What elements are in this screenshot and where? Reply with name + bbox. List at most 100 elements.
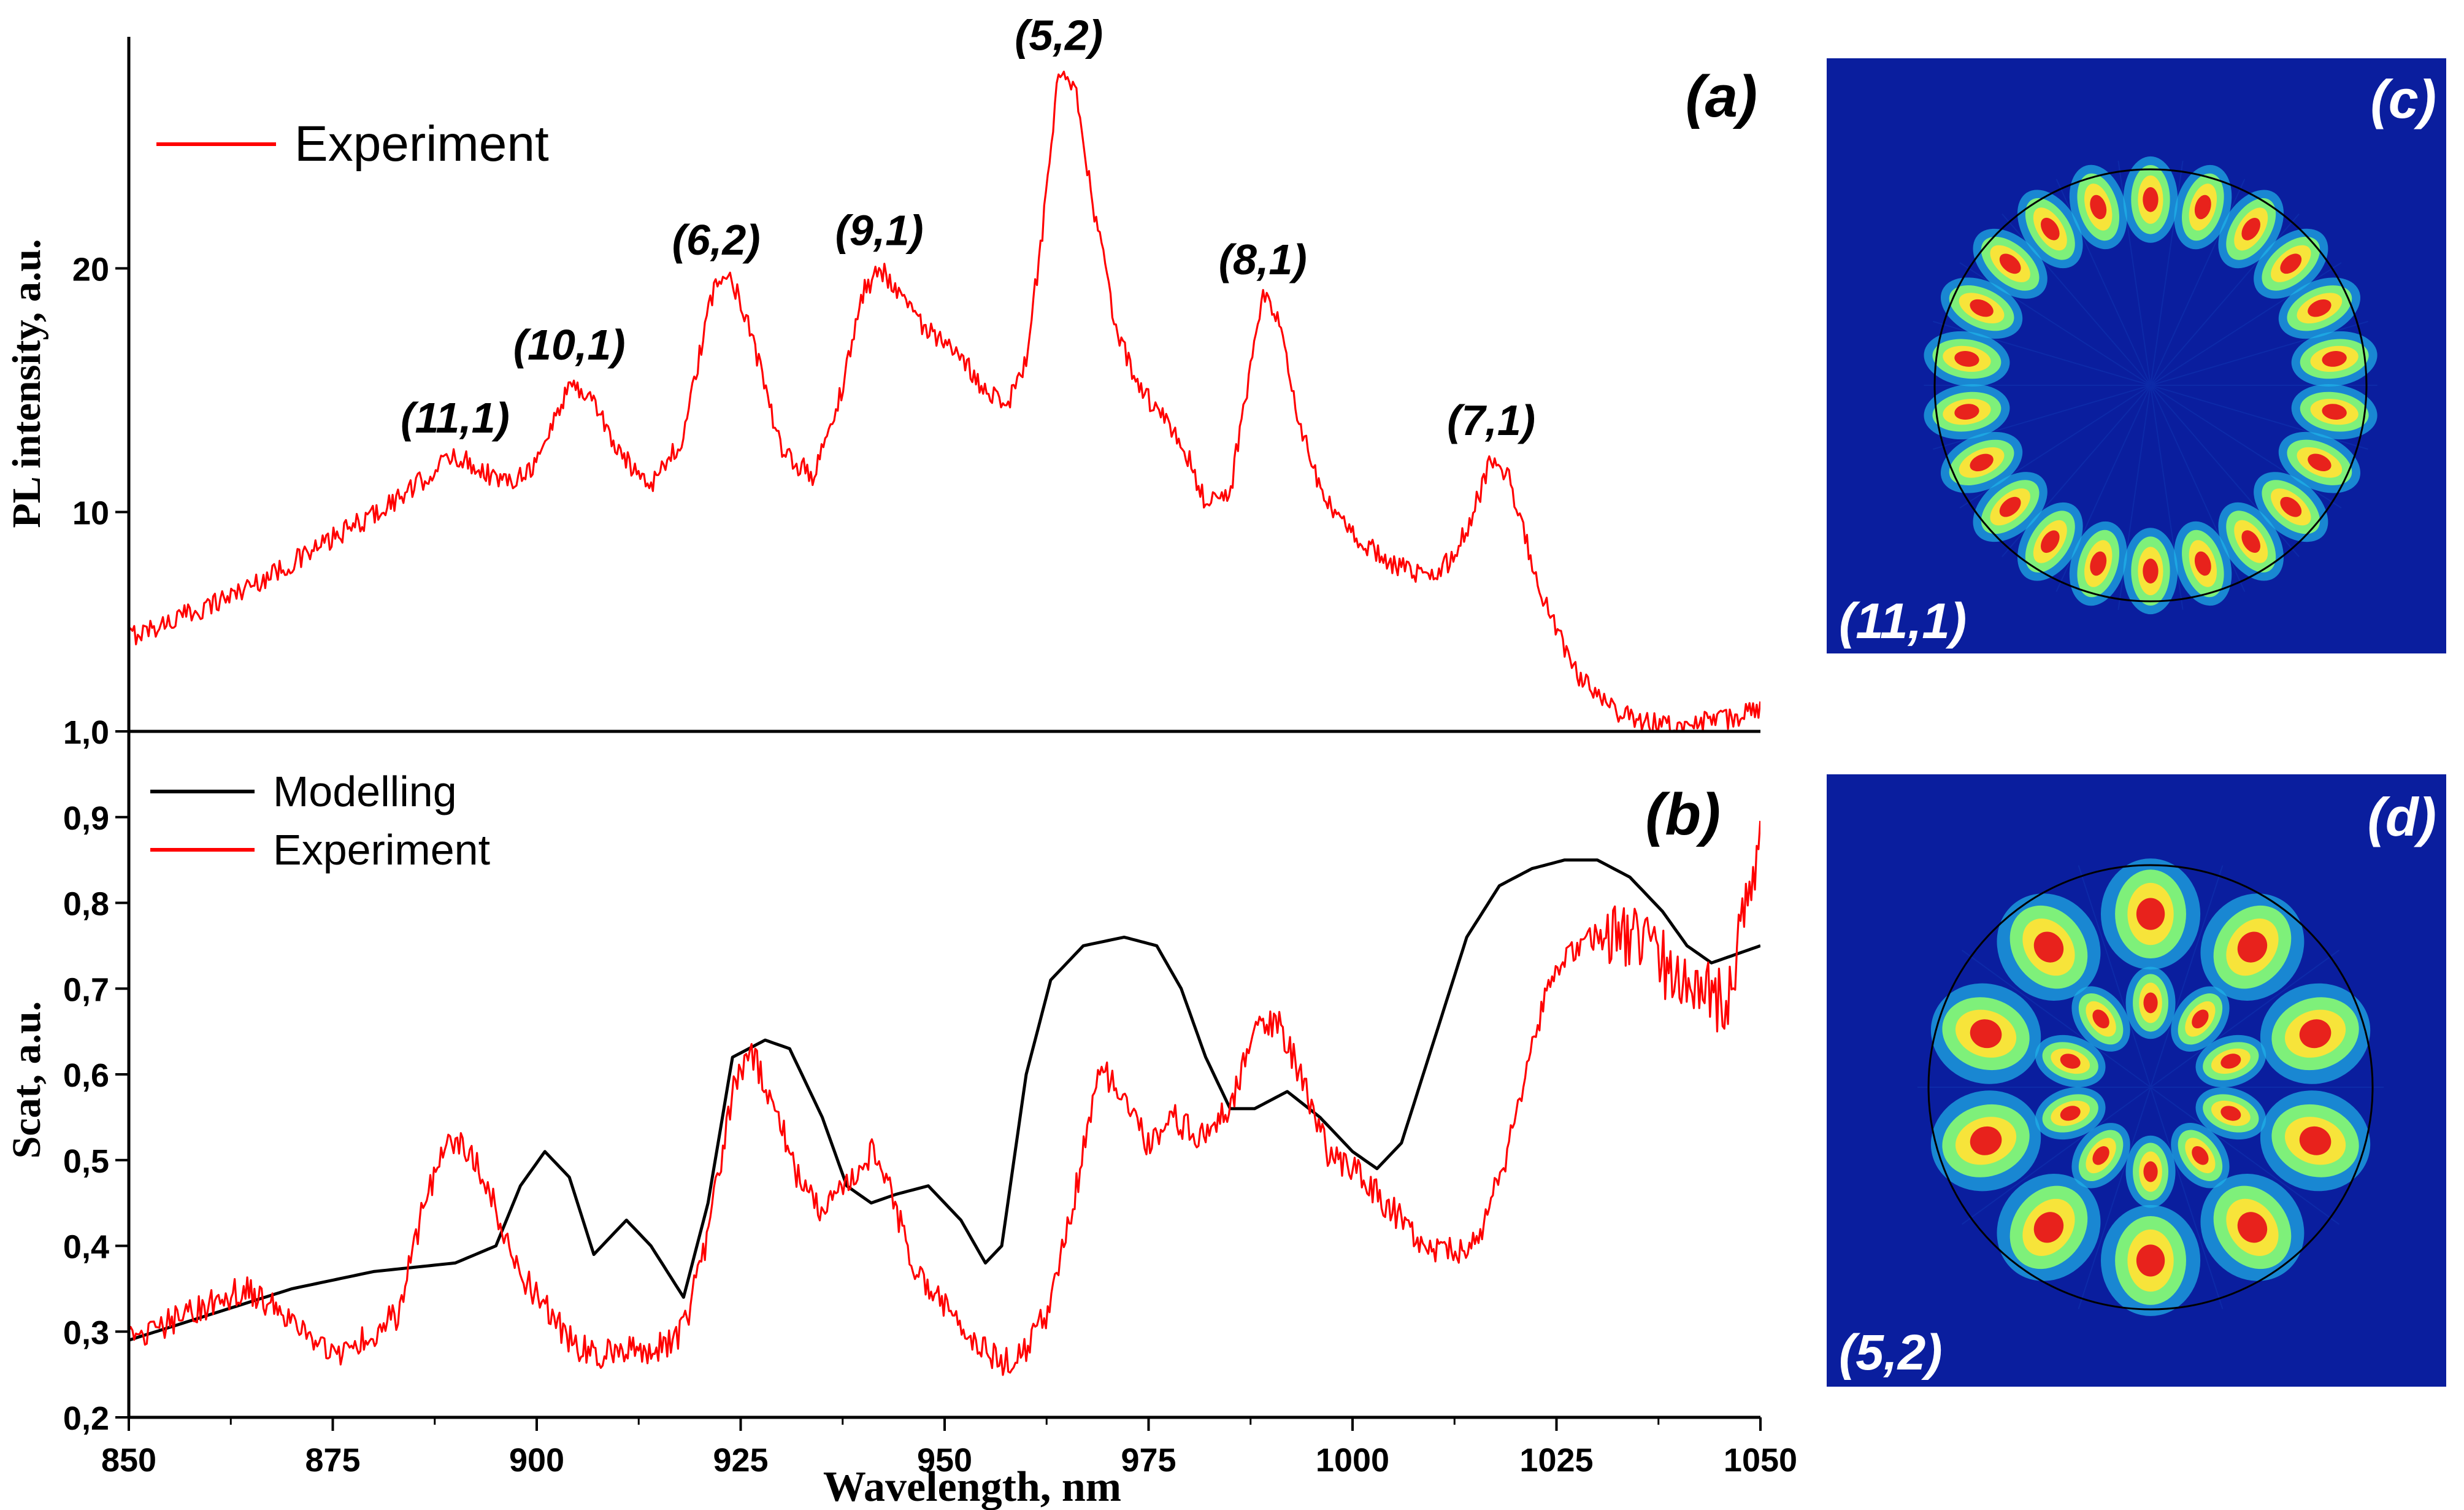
field-lobe-peak (2143, 992, 2158, 1014)
legend-a: Experiment (156, 116, 549, 172)
y-tick-label-b: 0,4 (63, 1229, 109, 1266)
y-tick-label-b: 0,7 (63, 971, 109, 1008)
field-lobe-peak (2060, 1106, 2081, 1121)
field-lobe-peak (1954, 351, 1979, 367)
field-lobe-peak (2308, 299, 2332, 317)
legend-label-experiment-b: Experiment (273, 826, 490, 874)
peak-annotations: (11,1)(10,1) (6,2) (9,1) (5,2) (8,1) (7,1) (401, 12, 1535, 445)
field-lobe-peak (2136, 1244, 2165, 1277)
y-axis-title-b: Scat, a.u. (4, 1001, 49, 1159)
legend-b: Modelling Experiment (150, 768, 490, 874)
y-tick-label-b: 0,8 (63, 886, 109, 923)
field-lobe-peak (1970, 453, 1994, 472)
field-lobe-peak (2280, 253, 2302, 274)
field-lobe-peak (2308, 453, 2332, 472)
field-node-line (1961, 1087, 2151, 1225)
field-node-line (1961, 949, 2151, 1088)
y-tick-label-a: 20 (72, 251, 109, 288)
field-node-line (2078, 865, 2151, 1088)
field-lobe-peak (2033, 1212, 2064, 1243)
field-lobe-peak (1970, 299, 1994, 317)
peak-label: (5,2) (1015, 12, 1103, 60)
field-lobe-peak (1970, 1126, 2002, 1155)
field-lobe-peak (2041, 530, 2060, 553)
x-tick-label-b: 900 (509, 1442, 564, 1479)
x-tick-label-b: 1050 (1724, 1442, 1797, 1479)
field-lobe-peak (2322, 404, 2347, 420)
y-tick-label-b: 0,3 (63, 1314, 109, 1351)
field-lobe-peak (2322, 351, 2347, 367)
peak-label: (7,1) (1447, 396, 1535, 444)
field-lobe-peak (2060, 1054, 2081, 1069)
panel-label-b: (b) (1645, 782, 1721, 847)
y-tick-label-a: 1,0 (63, 714, 109, 751)
field-lobe-peak (1999, 496, 2021, 517)
x-tick-label-b: 925 (713, 1442, 768, 1479)
mode-label-c: (11,1) (1839, 593, 1967, 649)
scattering-chart: 0,2 0,3 0,4 0,5 0,6 0,7 0,8 0,9 850 875 900 925 950… (4, 731, 1797, 1510)
y-axis-title-a: PL intensity, a.u. (4, 239, 49, 528)
panel-label-d: (d) (2368, 787, 2436, 847)
field-lobe-peak (2136, 898, 2165, 930)
field-pattern-d (1917, 858, 2384, 1316)
x-tick-label-b: 950 (917, 1442, 972, 1479)
field-lobe-peak (2033, 931, 2064, 963)
field-node-line (2150, 949, 2340, 1088)
scat-series-group (129, 820, 1760, 1376)
field-node-line (2150, 865, 2224, 1088)
field-lobe-peak (2194, 551, 2211, 576)
field-lobe-peak (2041, 217, 2060, 241)
panel-label-a: (a) (1686, 64, 1757, 129)
field-lobe-peak (1954, 404, 1979, 420)
field-lobe-peak (2220, 1054, 2241, 1069)
field-lobe-peak (2192, 1146, 2209, 1165)
x-tick-label-b: 1000 (1316, 1442, 1389, 1479)
x-tick-label-b: 875 (305, 1442, 360, 1479)
field-lobe-peak (2143, 1161, 2158, 1182)
pl-series-group (129, 71, 1760, 731)
peak-label: (6,2) (672, 216, 761, 264)
x-tick-label-b: 850 (101, 1442, 156, 1479)
panel-label-c: (c) (2370, 69, 2436, 129)
peak-label: (9,1) (835, 206, 924, 254)
y-ticks-a: 1,0 10 20 (63, 251, 129, 751)
x-tick-label-b: 1025 (1519, 1442, 1593, 1479)
pl-spectrum-chart: 1,0 10 20 PL intensity, a.u. Experiment (1… (4, 12, 1760, 751)
field-lobe-peak (2299, 1019, 2332, 1049)
mode-image-11-1: (c) (11,1) (1827, 58, 2446, 653)
field-lobe-peak (2241, 217, 2261, 241)
peak-label: (11,1) (401, 394, 510, 442)
field-lobe-peak (2194, 195, 2211, 220)
peak-label: (8,1) (1219, 236, 1307, 283)
field-lobe-peak (2237, 1212, 2268, 1243)
field-lobe-peak (2090, 551, 2107, 576)
peak-label: (10,1) (513, 321, 626, 369)
mode-image-5-2: (d) (5,2) (1827, 774, 2446, 1387)
disk-outline-d (1927, 864, 2374, 1311)
field-lobe-peak (2220, 1106, 2241, 1121)
legend-label-experiment-a: Experiment (294, 116, 549, 172)
y-tick-label-a: 10 (72, 495, 109, 532)
legend-label-modelling: Modelling (273, 768, 457, 815)
field-lobe-peak (2237, 931, 2268, 963)
series-line-modelling-b (129, 858, 1760, 1342)
field-lobe-peak (2192, 1009, 2209, 1029)
field-lobe-peak (2092, 1009, 2109, 1028)
y-ticks-b: 0,2 0,3 0,4 0,5 0,6 0,7 0,8 0,9 (63, 800, 129, 1437)
field-lobe-peak (1999, 253, 2021, 274)
disk-outline-c (1933, 168, 2368, 603)
field-lobe-peak (2143, 187, 2159, 212)
field-lobe-peak (2280, 496, 2302, 517)
field-lobe-peak (2092, 1146, 2109, 1165)
field-lobe-peak (2241, 530, 2261, 553)
x-axis-title-b: Wavelength, nm (823, 1463, 1121, 1510)
field-node-line (2150, 1087, 2340, 1225)
x-ticks-b: 850 875 900 925 950 975 1000 1025 1050 (101, 1417, 1797, 1479)
y-tick-label-b: 0,9 (63, 800, 109, 837)
series-line-experiment-a (129, 71, 1760, 731)
y-tick-label-b: 0,5 (63, 1143, 109, 1180)
mode-label-d: (5,2) (1839, 1325, 1943, 1381)
field-node-line (2078, 1087, 2151, 1309)
field-lobe-peak (2090, 195, 2107, 220)
